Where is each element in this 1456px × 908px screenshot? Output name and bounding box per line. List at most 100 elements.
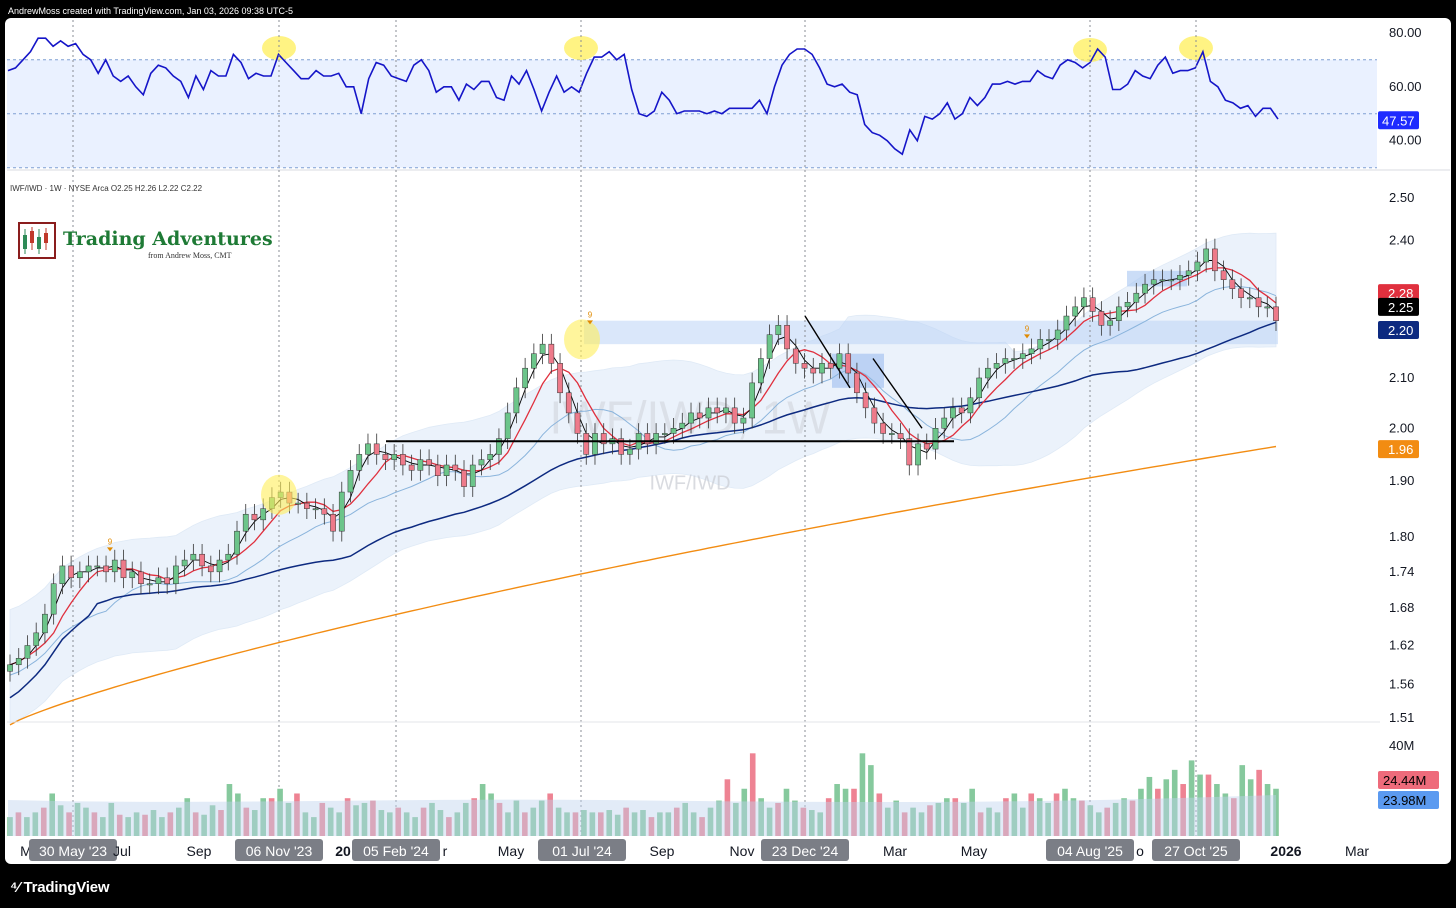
setup-arrow-icon (107, 547, 113, 552)
time-axis-date-box (29, 839, 117, 861)
volume-bar (201, 814, 207, 836)
time-axis-label: Nov (730, 843, 755, 859)
candle-body (443, 464, 450, 476)
volume-bar (792, 800, 798, 836)
bollinger-envelope (9, 232, 1277, 724)
volume-bar (538, 800, 545, 836)
volume-bar (344, 798, 351, 836)
candle-body (1212, 248, 1218, 272)
time-axis-date-label: 27 Oct '25 (1164, 843, 1228, 859)
candle-body (242, 513, 249, 532)
candle-body (1229, 279, 1236, 289)
time-axis-date-label: 23 Dec '24 (772, 843, 839, 859)
candle-body (1255, 297, 1262, 308)
candle-body (705, 407, 712, 419)
time-axis-date-label: 30 May '23 (39, 843, 107, 859)
ma-orange (9, 445, 1277, 726)
candle-body (164, 577, 171, 585)
volume-bar (100, 817, 106, 836)
candle-body (915, 443, 921, 466)
time-axis-label: May (498, 843, 524, 859)
candle-body (548, 343, 555, 364)
volume-bar (243, 807, 250, 836)
volume-bar (268, 798, 275, 836)
volume-bar (901, 812, 908, 836)
volume-bar (150, 810, 157, 836)
volume-bar (910, 807, 916, 836)
volume-bar (1146, 776, 1153, 836)
volume-bar (1087, 805, 1094, 836)
time-axis-label: Jul (113, 843, 131, 859)
candle-body (59, 565, 66, 585)
volume-bar (260, 798, 266, 836)
trend-stroke (804, 315, 851, 389)
candle-body (330, 513, 336, 532)
price-value-bubble (1378, 284, 1419, 303)
volume-bar (1231, 798, 1237, 836)
price-value-label: 2.28 (1388, 286, 1413, 301)
price-tick-label: 1.68 (1389, 600, 1414, 615)
price-tick-label: 2.00 (1389, 420, 1414, 435)
candle-body (592, 433, 598, 455)
volume-bar (1079, 800, 1085, 836)
volume-bar (555, 807, 562, 836)
volume-bar (606, 810, 613, 836)
candle-body (417, 459, 424, 471)
price-value-label: 1.96 (1388, 442, 1413, 457)
volume-bar (859, 753, 866, 836)
candle-body (1159, 279, 1166, 282)
candle-body (941, 417, 948, 429)
price-tick-label: 1.51 (1389, 710, 1414, 725)
price-highlight (261, 474, 297, 515)
volume-tick-label: 40M (1389, 738, 1414, 753)
volume-bar (488, 793, 494, 836)
time-axis-date-label: 04 Aug '25 (1057, 843, 1123, 859)
candle-body (836, 353, 843, 369)
candle-body (382, 454, 389, 460)
time-axis-label: M (20, 843, 32, 859)
volume-bar (1155, 788, 1161, 836)
ma-light-blue (9, 285, 1277, 676)
price-tick-label: 2.10 (1389, 370, 1414, 385)
consolidation-box (1127, 270, 1187, 287)
volume-bar (370, 800, 376, 836)
volume-bar (884, 807, 891, 836)
volume-bar (1222, 793, 1229, 836)
candle-body (400, 454, 406, 466)
volume-bar (437, 810, 444, 836)
candle-body (138, 571, 144, 585)
time-axis-date-box (352, 839, 440, 861)
volume-bar (1036, 798, 1043, 836)
candle-body (225, 553, 232, 561)
rsi-tick-label: 60.00 (1389, 79, 1422, 94)
candle-body (531, 353, 537, 369)
volume-bar (927, 805, 933, 836)
volume-bar (1197, 774, 1203, 836)
volume-bar (581, 810, 587, 836)
time-axis-date-label: 06 Nov '23 (246, 843, 313, 859)
volume-bar (302, 812, 309, 836)
candle-body (33, 632, 40, 646)
volume-bar (353, 805, 359, 836)
volume-bar (294, 793, 300, 836)
volume-bar (15, 812, 22, 836)
price-tick-label: 1.62 (1389, 638, 1414, 653)
candle-body (618, 438, 625, 455)
volume-bar (1020, 807, 1026, 836)
volume-bar (1256, 769, 1262, 836)
candle-body (155, 577, 162, 585)
candle-body (792, 348, 799, 364)
candle-body (976, 377, 982, 399)
volume-bar (817, 812, 824, 836)
volume-bar (876, 793, 883, 836)
rsi-line (7, 37, 1279, 156)
time-axis-date-label: 01 Jul '24 (552, 843, 612, 859)
volume-bar (24, 817, 30, 836)
volume-bar (749, 753, 756, 836)
volume-bar (960, 802, 967, 836)
volume-bar (226, 784, 233, 836)
candle-body (347, 470, 354, 493)
candle-body (7, 664, 13, 672)
volume-bar (66, 812, 72, 836)
